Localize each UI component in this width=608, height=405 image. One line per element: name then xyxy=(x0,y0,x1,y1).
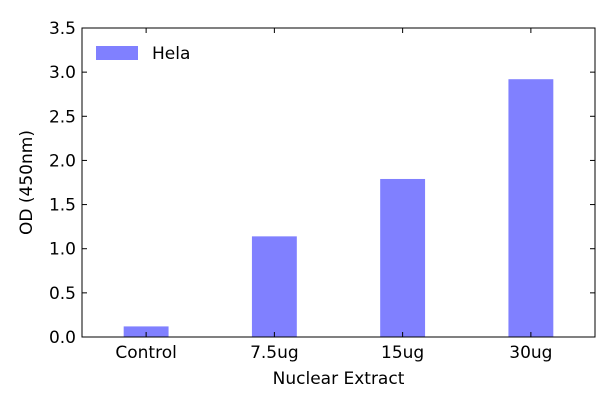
legend: Hela xyxy=(96,44,190,64)
y-axis-ticks: 0.0 0.5 1.0 1.5 2.0 2.5 3.0 3.5 xyxy=(49,19,595,348)
y-tick-label: 2.5 xyxy=(49,107,76,127)
bar-control xyxy=(123,326,169,337)
y-tick-label: 1.0 xyxy=(49,240,76,260)
legend-label-hela: Hela xyxy=(152,44,190,64)
x-tick-label: 30ug xyxy=(509,343,552,363)
x-axis-title: Nuclear Extract xyxy=(273,369,405,389)
bar-7-5ug xyxy=(251,236,297,337)
y-tick-label: 0.0 xyxy=(49,328,76,348)
y-tick-label: 3.0 xyxy=(49,63,76,83)
y-axis-title: OD (450nm) xyxy=(17,130,37,235)
x-tick-label: Control xyxy=(115,343,176,363)
x-tick-label: 7.5ug xyxy=(250,343,299,363)
y-tick-label: 0.5 xyxy=(49,284,76,304)
bars-group xyxy=(123,79,554,337)
bar-15ug xyxy=(380,178,426,337)
bar-30ug xyxy=(508,79,554,337)
y-tick-label: 3.5 xyxy=(49,19,76,39)
x-axis-ticks: Control 7.5ug 15ug 30ug xyxy=(115,28,552,363)
y-tick-label: 2.0 xyxy=(49,151,76,171)
legend-swatch-hela xyxy=(96,46,138,60)
plot-frame xyxy=(81,27,596,338)
x-tick-label: 15ug xyxy=(381,343,424,363)
y-tick-label: 1.5 xyxy=(49,196,76,216)
